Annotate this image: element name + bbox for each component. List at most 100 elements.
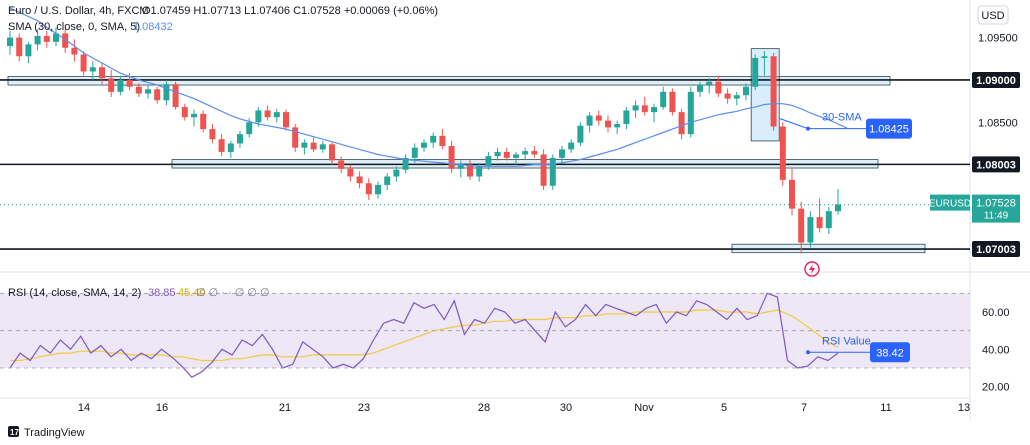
candle-body xyxy=(80,54,87,72)
candle-body xyxy=(209,129,216,140)
current-price-tag xyxy=(972,194,1020,223)
candle-body xyxy=(660,91,667,108)
candle-body xyxy=(641,105,648,113)
candle-body xyxy=(439,135,446,147)
candle-body xyxy=(789,179,795,209)
candle-body xyxy=(743,86,749,96)
candle-body xyxy=(53,33,59,42)
price-pane xyxy=(0,0,970,272)
candle-body xyxy=(485,156,492,167)
candle-body xyxy=(218,139,225,152)
candle-body xyxy=(632,105,639,111)
candle-body xyxy=(34,35,41,45)
svg-text:17: 17 xyxy=(10,428,19,437)
rsi-callout-label: RSI Value xyxy=(822,335,871,347)
brand-name: TradingView xyxy=(24,427,85,439)
candle-body xyxy=(145,89,151,94)
candle-body xyxy=(687,91,694,135)
candle-body xyxy=(393,169,400,177)
candle-body xyxy=(513,154,519,158)
candle-body xyxy=(614,123,621,128)
rsi-axis-tick: 40.00 xyxy=(982,344,1010,356)
candle-body xyxy=(181,107,188,118)
time-axis-tick: 13 xyxy=(958,402,970,414)
candle-body xyxy=(384,176,391,185)
candle-body xyxy=(816,217,823,229)
time-axis-tick: 28 xyxy=(478,402,490,414)
candle-body xyxy=(163,84,170,101)
rsi-ma-legend-value: 45.40 xyxy=(178,287,206,299)
candle-body xyxy=(733,95,740,99)
candle-body xyxy=(522,151,529,155)
sma-callout-value: 1.08425 xyxy=(869,124,909,136)
rsi-callout-box xyxy=(870,342,910,363)
candle-body xyxy=(549,157,556,186)
lightning-icon xyxy=(804,261,820,277)
candle-body xyxy=(605,120,611,128)
symbol-tag-label: EURUSD xyxy=(929,199,971,210)
candle-body xyxy=(568,142,575,150)
current-price-value: 1.07528 xyxy=(976,198,1016,210)
sma-callout-box xyxy=(866,118,912,139)
candle-body xyxy=(191,113,197,118)
candle-body xyxy=(25,44,32,57)
candle-body xyxy=(411,147,418,158)
candle-body xyxy=(770,56,777,127)
sma-legend-value: 1.08432 xyxy=(133,21,173,33)
level-price-label: 1.07003 xyxy=(976,244,1016,256)
candle-body xyxy=(503,151,510,158)
candle-body xyxy=(329,144,335,161)
candle-body xyxy=(540,154,547,186)
rsi-ma-line xyxy=(10,309,839,362)
candle-body xyxy=(761,56,768,58)
candle-body xyxy=(669,91,676,113)
sma-callout-line xyxy=(779,118,809,130)
candle-body xyxy=(448,146,455,169)
price-axis-tick: 1.08500 xyxy=(978,117,1018,129)
candle-body xyxy=(172,84,179,108)
candle-body xyxy=(531,151,538,155)
sma-callout-dot xyxy=(806,126,810,131)
candle-body xyxy=(89,67,96,72)
candle-body xyxy=(697,85,703,92)
candle-body xyxy=(375,184,381,195)
candle-body xyxy=(62,33,69,48)
candle-body xyxy=(108,78,115,92)
rsi-axis-tick: 20.00 xyxy=(982,382,1010,394)
candle-body xyxy=(651,107,657,113)
candle-body xyxy=(246,122,253,135)
level-price-tag xyxy=(972,241,1020,258)
candle-body xyxy=(154,89,161,101)
candle-body xyxy=(467,164,473,177)
level-price-label: 1.09000 xyxy=(976,75,1016,87)
candle-body xyxy=(402,157,409,170)
level-price-label: 1.08003 xyxy=(976,159,1016,171)
candle-body xyxy=(706,81,713,86)
candle-body xyxy=(421,142,427,148)
symbol-tag xyxy=(930,194,970,211)
time-axis-tick: Nov xyxy=(634,402,654,414)
level-price-tag xyxy=(972,156,1020,173)
candle-body xyxy=(365,183,372,195)
candle-body xyxy=(117,79,124,92)
rsi-line xyxy=(9,292,839,379)
candle-body xyxy=(430,135,437,143)
candle-body xyxy=(264,110,271,118)
time-axis-tick: 14 xyxy=(78,402,90,414)
countdown-timer: 11:49 xyxy=(984,211,1009,222)
rsi-axis-tick: 60.00 xyxy=(982,307,1010,319)
support-resistance-zone xyxy=(7,76,891,86)
candle-body xyxy=(476,166,483,177)
candle-body xyxy=(835,204,841,212)
candle-body xyxy=(807,217,814,243)
tradingview-logo: 17 xyxy=(8,426,19,437)
time-axis-tick: 16 xyxy=(156,402,168,414)
candle-body xyxy=(273,112,280,118)
candle-body xyxy=(292,127,299,148)
rsi-callout-value: 38.42 xyxy=(876,347,904,359)
candle-body xyxy=(227,143,234,152)
time-axis-tick: 21 xyxy=(279,402,291,414)
candle-body xyxy=(752,57,759,87)
candle-body xyxy=(126,79,133,87)
currency-button[interactable] xyxy=(977,5,1009,25)
